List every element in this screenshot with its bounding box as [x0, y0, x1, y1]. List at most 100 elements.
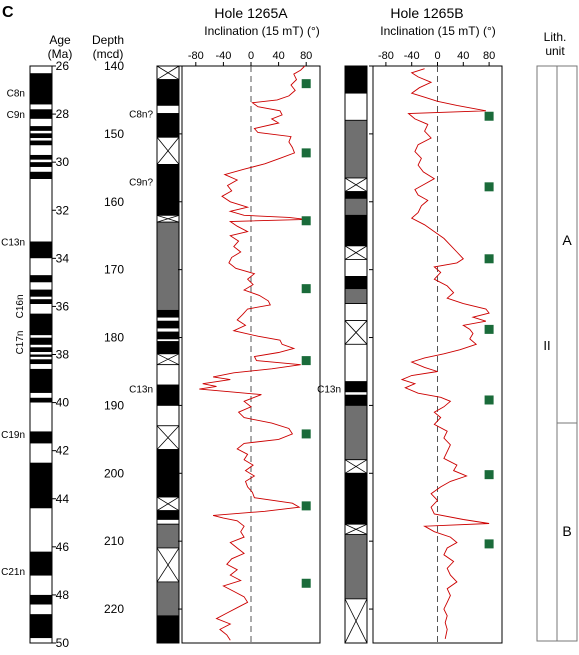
- hole-a-polarity-column: C8n? C9n? C13n: [129, 65, 180, 644]
- age-chron-label: C16n: [15, 294, 26, 318]
- depth-tick-label: 150: [104, 127, 124, 141]
- age-polarity-band: [30, 166, 52, 172]
- age-polarity-band: [30, 335, 52, 338]
- no-data-cross: [344, 598, 368, 644]
- age-polarity-band: [30, 126, 52, 131]
- polarity-segment: [156, 523, 180, 549]
- polarity-segment: [344, 65, 368, 94]
- inclination-series-line: [400, 68, 490, 639]
- no-data-cross: [344, 459, 368, 474]
- age-polarity-band: [30, 443, 52, 463]
- polarity-segment: [344, 197, 368, 216]
- lith-subunit-b: B: [562, 523, 571, 539]
- age-polarity-band: [30, 66, 52, 74]
- polarity-segment: [344, 191, 368, 199]
- sample-marker: [301, 501, 311, 511]
- age-polarity-band: [30, 313, 52, 336]
- polarity-segment: [156, 364, 180, 386]
- depth-axis: 140 150 160 170 180 190 200 210 220: [104, 59, 124, 616]
- polarity-segment: [344, 394, 368, 406]
- age-tick-label: 30: [56, 155, 70, 169]
- age-polarity-band: [30, 133, 52, 139]
- polarity-segment: [344, 533, 368, 600]
- polarity-segment: [156, 316, 180, 322]
- age-polarity-band: [30, 368, 52, 393]
- panel-label: C: [2, 4, 14, 21]
- age-tick-label: 38: [56, 348, 70, 362]
- age-tick-label: 50: [56, 636, 70, 650]
- age-polarity-band: [30, 145, 52, 155]
- hole-b-polarity-column: C13n: [317, 65, 368, 644]
- age-tick-label: 48: [56, 588, 70, 602]
- incl-tick-label: 80: [300, 50, 312, 62]
- polarity-segment: [156, 309, 180, 318]
- age-polarity-band: [30, 638, 52, 643]
- hole-chron-label: C13n: [317, 384, 341, 395]
- depth-tick-label: 200: [104, 466, 124, 480]
- sample-marker: [484, 470, 494, 480]
- lith-title-line2: unit: [545, 44, 565, 58]
- no-data-cross: [344, 320, 368, 345]
- depth-tick-label: 160: [104, 195, 124, 209]
- polarity-segment: [344, 303, 368, 321]
- age-polarity-band: [30, 347, 52, 353]
- age-chron-label: C21n: [1, 567, 25, 578]
- lith-subunit-a: A: [562, 232, 572, 248]
- polarity-column-border: [344, 65, 368, 644]
- age-polarity-band: [30, 604, 52, 615]
- incl-tick-label: -40: [215, 50, 231, 62]
- hole-b-title: Hole 1265B: [390, 5, 463, 21]
- polarity-segment: [344, 119, 368, 179]
- age-polarity-band: [30, 299, 52, 305]
- age-polarity-band: [30, 162, 52, 167]
- polarity-segment: [156, 331, 180, 340]
- age-column: 26 28 30 32 34 36 38 40 42 44 46 48 50 C8n C9n C13n C16n…: [1, 59, 69, 650]
- age-polarity-band: [30, 352, 52, 355]
- polarity-segment: [156, 615, 180, 644]
- sample-marker: [301, 429, 311, 439]
- age-polarity-band: [30, 154, 52, 160]
- depth-tick-label: 210: [104, 534, 124, 548]
- hole-chron-label: C8n?: [129, 110, 153, 121]
- age-tick-label: 32: [56, 203, 70, 217]
- age-polarity-band: [30, 392, 52, 398]
- polarity-segment: [156, 449, 180, 498]
- age-polarity-band: [30, 171, 52, 179]
- lith-unit-roman: II: [543, 338, 550, 353]
- sample-marker: [301, 148, 311, 158]
- age-tick-label: 44: [56, 492, 70, 506]
- incl-tick-label: 40: [457, 50, 469, 62]
- age-polarity-band: [30, 397, 52, 403]
- polarity-segment: [156, 338, 180, 343]
- age-polarity-band: [30, 178, 52, 242]
- incl-tick-label: -40: [404, 50, 420, 62]
- polarity-segment: [156, 405, 180, 427]
- age-axis-title-line1: Age: [49, 33, 71, 47]
- age-polarity-band: [30, 73, 52, 105]
- sample-marker: [484, 395, 494, 405]
- hole-a-incl-label: Inclination (15 mT) (°): [204, 24, 320, 38]
- depth-axis-title-line2: (mcd): [93, 47, 124, 61]
- polarity-segment: [156, 384, 180, 406]
- lith-title-line1: Lith.: [544, 30, 567, 44]
- age-tick-label: 42: [56, 444, 70, 458]
- age-polarity-band: [30, 462, 52, 509]
- age-polarity-band: [30, 359, 52, 365]
- no-data-cross: [156, 65, 180, 80]
- age-polarity-band: [30, 402, 52, 432]
- age-polarity-band: [30, 614, 52, 639]
- no-data-cross: [344, 177, 368, 192]
- age-polarity-band: [30, 118, 52, 127]
- age-chron-label: C8n: [7, 88, 25, 99]
- sample-marker: [484, 539, 494, 549]
- depth-tick-label: 190: [104, 398, 124, 412]
- sample-marker: [301, 284, 311, 294]
- hole-chron-label: C13n: [129, 384, 153, 395]
- polarity-segment: [344, 214, 368, 247]
- depth-tick-label: 140: [104, 59, 124, 73]
- incl-tick-label: 0: [434, 50, 440, 62]
- age-polarity-band: [30, 109, 52, 119]
- polarity-segment: [344, 92, 368, 121]
- age-polarity-band: [30, 140, 52, 146]
- polarity-segment: [344, 288, 368, 304]
